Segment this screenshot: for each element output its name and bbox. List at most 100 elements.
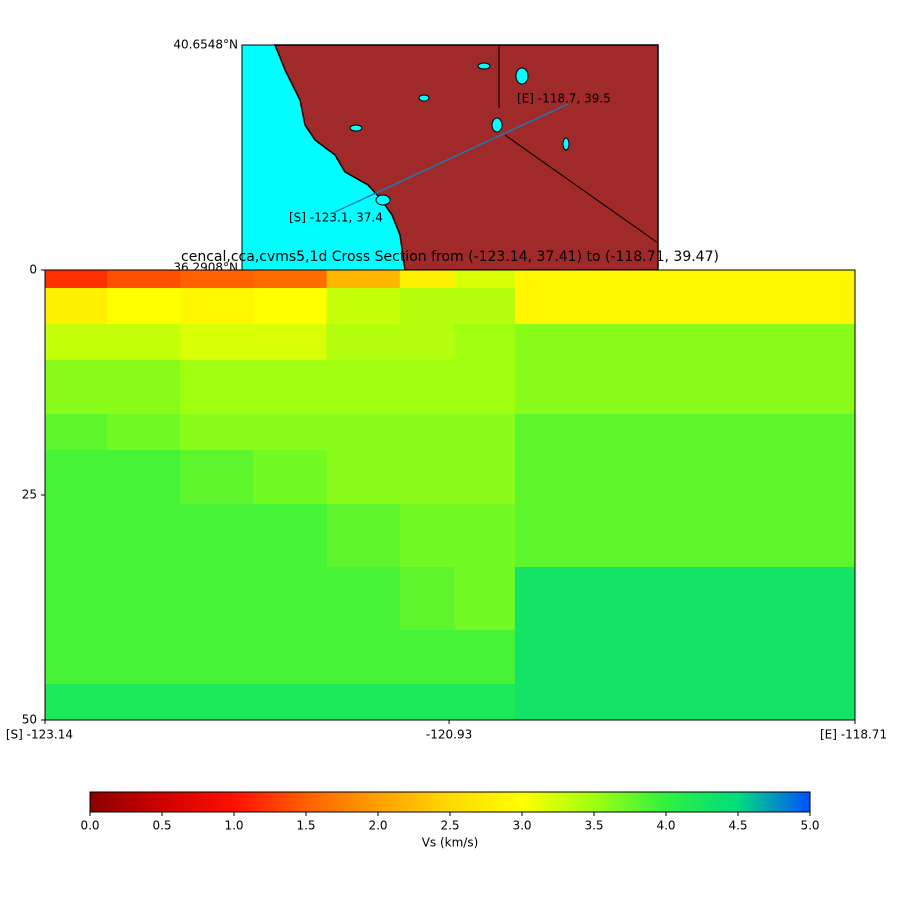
cell (399, 684, 456, 721)
y-tick-label: 25 (22, 488, 37, 502)
cell (180, 360, 254, 415)
cell (514, 270, 584, 289)
cell (107, 414, 181, 451)
cell (180, 567, 254, 631)
cell (45, 414, 108, 451)
cell (399, 504, 456, 568)
cell (107, 567, 181, 631)
start-label: [S] -123.1, 37.4 (289, 211, 383, 225)
cell (710, 288, 856, 325)
cell (454, 504, 516, 568)
cell (582, 684, 712, 721)
cell (582, 567, 712, 631)
chart-title: cencal,cca,cvms5,1d Cross Section from (… (181, 249, 719, 265)
lake (477, 62, 491, 70)
cell (454, 288, 516, 325)
colorbar-tick-label: 2.0 (368, 819, 387, 833)
cell (107, 270, 181, 289)
cell (710, 324, 856, 361)
cell (107, 504, 181, 568)
cell (399, 270, 456, 289)
cell (514, 414, 584, 451)
colorbar-tick-label: 3.0 (512, 819, 531, 833)
cell (253, 414, 328, 451)
cell (710, 414, 856, 451)
cell (107, 324, 181, 361)
cell (514, 324, 584, 361)
cell (180, 288, 254, 325)
cell (326, 567, 401, 631)
lake (562, 137, 570, 151)
end-label: [E] -118.7, 39.5 (517, 92, 611, 106)
cell (45, 630, 108, 685)
x-tick-label: -120.93 (426, 728, 472, 742)
y-tick-label: 0 (29, 263, 37, 277)
cell (45, 450, 108, 505)
cell (514, 504, 584, 568)
cell (326, 684, 401, 721)
colorbar-tick-label: 1.0 (224, 819, 243, 833)
cell (454, 324, 516, 361)
cell (45, 288, 108, 325)
colorbar (89, 791, 811, 813)
cell (399, 360, 456, 415)
cell (326, 288, 401, 325)
cell (107, 450, 181, 505)
cell (514, 288, 584, 325)
cell (326, 504, 401, 568)
cell (399, 288, 456, 325)
cell (514, 567, 584, 631)
cell (710, 504, 856, 568)
cell (45, 504, 108, 568)
cell (582, 360, 712, 415)
cell (399, 324, 456, 361)
cell (107, 630, 181, 685)
cell (399, 414, 456, 451)
cell (399, 567, 456, 631)
map-inset: [E] -118.7, 39.5 [S] -123.1, 37.4 40.654… (173, 38, 659, 275)
cell (253, 567, 328, 631)
colorbar-tick-label: 0.0 (80, 819, 99, 833)
cell (454, 270, 516, 289)
cell (107, 360, 181, 415)
y-tick-label: 50 (22, 713, 37, 727)
cell (180, 630, 254, 685)
cell (180, 414, 254, 451)
cell (326, 630, 401, 685)
cell (514, 360, 584, 415)
x-tick-label: [E] -118.71 (820, 728, 887, 742)
cell (253, 504, 328, 568)
cell (253, 450, 328, 505)
cell (253, 360, 328, 415)
colorbar-tick-label: 1.5 (296, 819, 315, 833)
cell (253, 684, 328, 721)
cell (326, 270, 401, 289)
cell (454, 567, 516, 631)
cell (582, 450, 712, 505)
cell (454, 414, 516, 451)
cell (710, 567, 856, 631)
colorbar-tick-label: 5.0 (800, 819, 819, 833)
cell (582, 630, 712, 685)
x-tick-label: [S] -123.14 (6, 728, 73, 742)
cell (107, 684, 181, 721)
cell (454, 450, 516, 505)
cell (326, 450, 401, 505)
cell (582, 288, 712, 325)
lat-label: 40.6548°N (173, 38, 238, 52)
colorbar-tick-label: 4.5 (728, 819, 747, 833)
colorbar-tick-label: 2.5 (440, 819, 459, 833)
cell (45, 360, 108, 415)
cell (180, 270, 254, 289)
cell (710, 450, 856, 505)
cell (180, 504, 254, 568)
cell (45, 270, 108, 289)
cell (253, 288, 328, 325)
cell (454, 630, 516, 685)
cell (710, 630, 856, 685)
cell (326, 414, 401, 451)
bay (375, 194, 391, 206)
cell (399, 450, 456, 505)
lake (349, 124, 363, 132)
cell (710, 360, 856, 415)
